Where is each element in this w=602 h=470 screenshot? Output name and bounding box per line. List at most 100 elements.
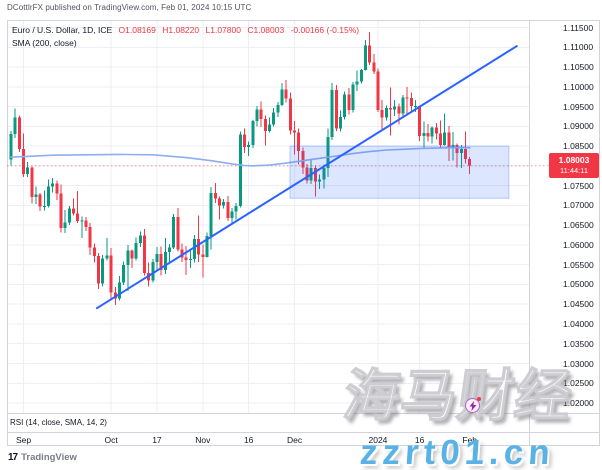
price-tick-label: 1.10000 [563,81,594,92]
price-tick-label: 1.08500 [563,141,594,152]
candle-body [180,249,184,258]
candle-body [184,257,188,260]
candle-body [393,106,397,110]
candle-body [126,250,130,266]
candle-body [322,168,326,180]
lightning-bolt-icon [469,400,476,411]
ohlc-low: L1.07800 [205,25,241,35]
candle-body [430,127,434,137]
candle-body [401,97,405,114]
candle-body [380,110,384,118]
price-tick-label: 1.04500 [563,299,594,310]
candle-body [338,116,342,129]
candle-body [63,222,67,228]
candle-body [26,167,30,175]
candle-body [263,118,267,132]
candle-body [359,69,363,82]
price-axis-separator[interactable] [529,20,530,446]
candle-body [280,89,284,105]
candle-body [176,217,180,250]
rsi-indicator-label[interactable]: RSI (14, close, SMA, 14, 2) [10,418,107,427]
candle-body [464,148,468,160]
candle-body [318,179,322,182]
time-tick-label: Nov [195,435,211,445]
candle-body [209,193,213,237]
candle-body [468,159,472,166]
candle-body [222,202,226,206]
candle-body [347,94,351,111]
candle-body [34,194,38,198]
tradingview-footer[interactable]: 17 TradingView [8,452,77,463]
trendline-drawing[interactable] [95,45,518,310]
candle-body [334,89,338,129]
ohlc-close: C1.08003 [247,25,285,35]
watermark-cjk-text: 海马财经 [339,363,577,428]
candle-body [351,84,355,111]
candle-body [172,217,176,248]
candle-body [80,220,84,222]
candle-body [330,89,334,137]
candle-body [72,208,76,214]
candle-body [413,106,417,108]
chart-legend: Euro / U.S. Dollar, 1D, ICE O1.08169 H1.… [12,24,359,50]
time-tick-label: Sep [15,435,32,445]
legend-indicator-row[interactable]: SMA (200, close) [12,37,359,50]
candle-body [130,250,134,259]
candle-body [113,292,117,299]
tradingview-logo-icon: 17 [8,452,18,463]
sma-200-line[interactable] [10,146,471,167]
price-tick-label: 1.05500 [563,259,594,270]
candle-body [426,133,430,137]
candle-body [259,109,263,119]
candle-body [42,205,46,207]
candle-body [439,133,443,145]
candle-body [305,167,309,181]
candle-body [22,148,26,175]
candle-body [201,254,205,257]
last-price-value: 1.08003 [558,155,590,166]
candle-body [243,134,247,147]
candle-body [268,124,272,132]
candle-body [188,258,192,260]
pane-separator[interactable] [7,413,600,414]
candle-body [167,247,171,253]
candle-body [251,120,255,145]
candle-body [47,186,51,206]
candle-body [88,227,92,248]
tradingview-logo-text: TradingView [21,452,77,463]
candle-body [372,62,376,72]
candle-body [422,133,426,137]
candle-body [142,235,146,273]
candle-body [97,255,101,284]
candle-body [84,220,88,228]
symbol-title: Euro / U.S. Dollar, 1D, ICE [12,25,113,35]
candle-body [368,45,372,63]
candle-body [197,238,201,255]
candle-body [297,132,301,151]
candle-body [363,45,367,70]
candle-body [30,167,34,198]
ohlc-high: H1.08220 [162,25,200,35]
legend-symbol-row[interactable]: Euro / U.S. Dollar, 1D, ICE O1.08169 H1.… [12,24,359,37]
time-tick-label: Dec [286,435,303,445]
candle-body [284,89,288,99]
candle-body [230,211,234,219]
price-tick-label: 1.10500 [563,62,594,73]
price-tick-label: 1.07500 [563,180,594,191]
candle-body [117,282,121,299]
candle-body [376,71,380,111]
candle-body [313,168,317,182]
highlight-box-drawing[interactable] [289,145,510,199]
candle-body [9,133,13,160]
candle-body [17,117,21,149]
candle-body [155,254,159,262]
time-tick-label: 16 [414,435,425,445]
price-tick-label: 1.11500 [563,22,594,33]
candle-body [272,112,276,125]
candle-body [247,144,251,147]
candle-body [59,193,63,228]
candle-body [213,193,217,199]
time-tick-label: Feb [462,435,478,445]
candle-body [218,198,221,206]
